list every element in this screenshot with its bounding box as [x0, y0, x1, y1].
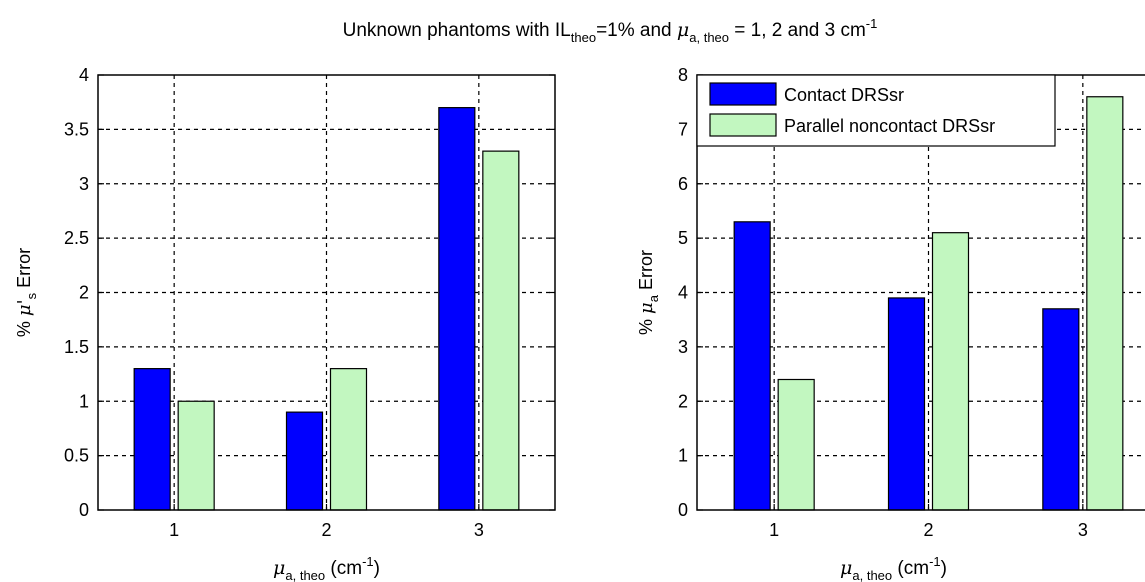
figure-title-prefix-sub: theo	[571, 30, 596, 45]
y-tick-label: 4	[79, 65, 89, 85]
y-tick-label: 7	[678, 119, 688, 139]
y-axis-label-suffix: Error	[636, 250, 656, 295]
bar-noncontact-1	[778, 380, 814, 511]
y-axis-label-prefix: %	[636, 314, 656, 335]
y-tick-label: 0	[79, 500, 89, 520]
y-tick-label: 3	[79, 174, 89, 194]
x-tick-label: 1	[169, 520, 179, 540]
legend-label-contact: Contact DRSsr	[784, 85, 904, 105]
y-axis-label-mu: μ'	[14, 299, 35, 316]
y-tick-label: 3.5	[64, 119, 89, 139]
x-axis-label-unit: (cm	[325, 558, 362, 579]
bar-noncontact-2	[933, 233, 969, 510]
y-tick-label: 1.5	[64, 337, 89, 357]
x-axis-label-sup: -1	[929, 554, 941, 569]
y-tick-label: 4	[678, 283, 688, 303]
y-tick-label: 0.5	[64, 446, 89, 466]
figure-title-mu-sub: a, theo	[689, 30, 729, 45]
bar-contact-2	[889, 298, 925, 510]
bar-noncontact-3	[483, 151, 519, 510]
legend-label-noncontact: Parallel noncontact DRSsr	[784, 116, 995, 136]
legend: Contact DRSsr Parallel noncontact DRSsr	[697, 75, 1055, 146]
bar-contact-1	[734, 222, 770, 510]
bar-contact-1	[134, 369, 170, 510]
x-tick-label: 2	[923, 520, 933, 540]
x-tick-label: 2	[321, 520, 331, 540]
bar-contact-2	[287, 412, 323, 510]
y-tick-label: 2.5	[64, 228, 89, 248]
bar-noncontact-2	[331, 369, 367, 510]
y-tick-label: 2	[79, 283, 89, 303]
y-tick-label: 8	[678, 65, 688, 85]
legend-swatch-contact	[710, 83, 776, 105]
y-tick-label: 1	[79, 391, 89, 411]
x-tick-label: 3	[474, 520, 484, 540]
y-tick-label: 0	[678, 500, 688, 520]
x-axis-label-mu: μ	[273, 557, 285, 579]
x-axis-label-sub: a, theo	[285, 568, 325, 582]
x-axis-label-sub: a, theo	[852, 568, 892, 582]
bar-noncontact-1	[178, 401, 214, 510]
x-tick-label: 1	[769, 520, 779, 540]
y-tick-label: 2	[678, 391, 688, 411]
figure-title-prefix: Unknown phantoms with IL	[343, 20, 571, 41]
x-axis-label-unit: (cm	[892, 558, 929, 579]
y-axis-label-mu: μ	[636, 302, 657, 314]
figure-title-middle: =1% and	[596, 20, 677, 41]
y-axis-label-suffix: Error	[14, 248, 34, 293]
x-tick-label: 3	[1078, 520, 1088, 540]
bar-contact-3	[1043, 309, 1079, 510]
x-axis-label-close: )	[374, 558, 380, 579]
y-tick-label: 6	[678, 174, 688, 194]
figure-title-suffix-sup: -1	[866, 16, 878, 31]
x-axis-label-close: )	[941, 558, 947, 579]
x-axis-label-sup: -1	[362, 554, 374, 569]
y-tick-label: 3	[678, 337, 688, 357]
figure-title-mu: μ	[677, 19, 689, 41]
y-tick-label: 5	[678, 228, 688, 248]
y-axis-label-prefix: %	[14, 316, 34, 337]
figure-title: Unknown phantoms with ILtheo=1% and μa, …	[343, 16, 878, 45]
y-tick-label: 1	[678, 446, 688, 466]
x-axis-label-mu: μ	[840, 557, 852, 579]
legend-swatch-noncontact	[710, 114, 776, 136]
figure-title-suffix: = 1, 2 and 3 cm	[729, 20, 866, 41]
bar-contact-3	[439, 108, 475, 510]
bar-noncontact-3	[1087, 97, 1123, 510]
